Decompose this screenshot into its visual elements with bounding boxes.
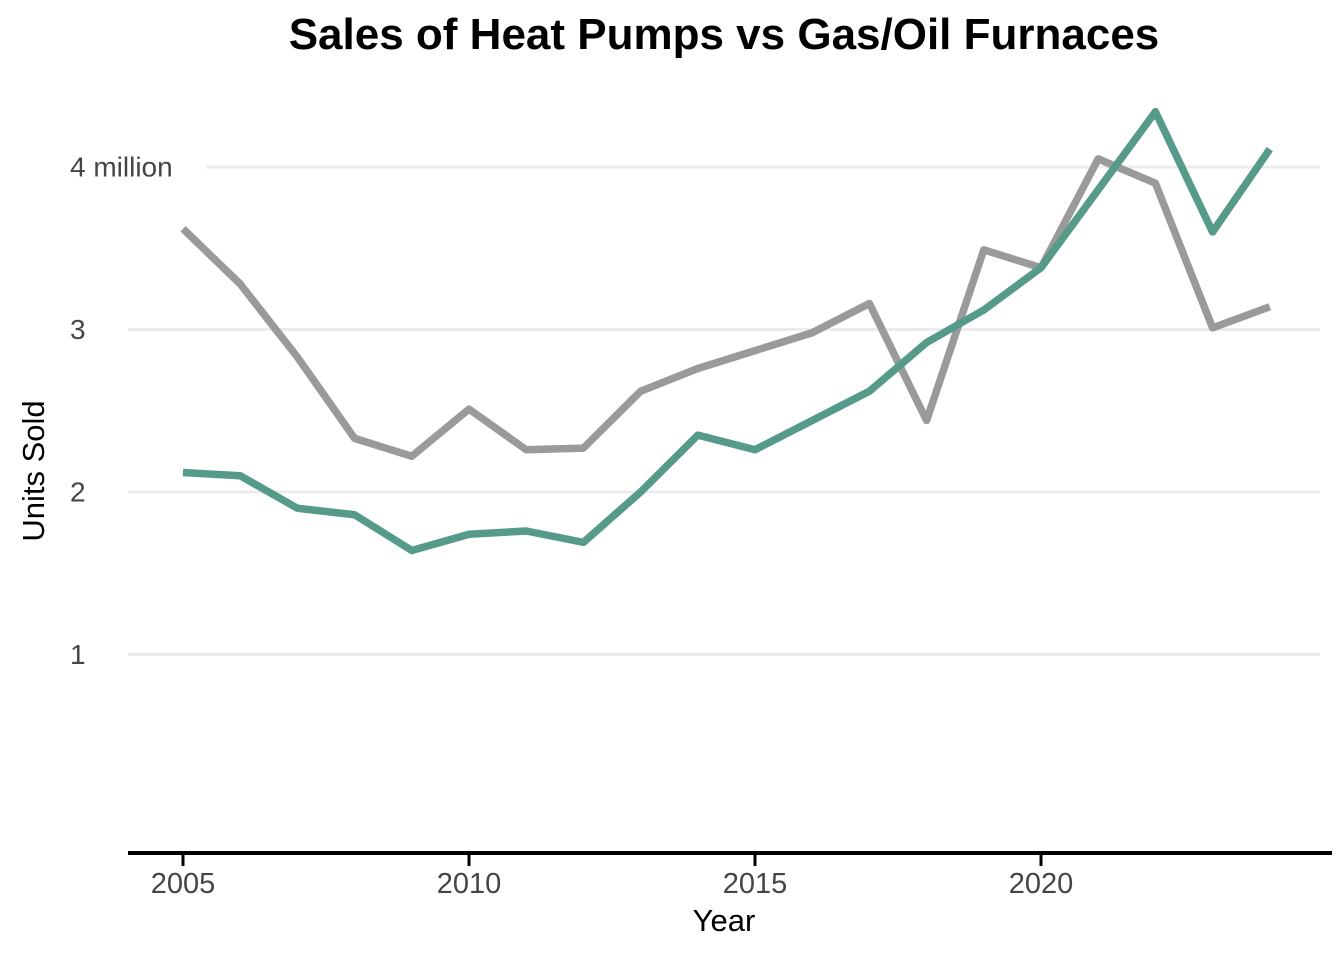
- y-tick-label-bg: [64, 311, 91, 348]
- y-axis-title: Units Sold: [16, 400, 51, 542]
- y-tick-label-3: 3: [70, 314, 86, 345]
- x-tick-label-2020: 2020: [1009, 868, 1074, 900]
- y-tick-label-1: 1: [70, 639, 86, 670]
- y-tick-label-bg: [64, 474, 91, 510]
- x-tick-label-2005: 2005: [151, 868, 216, 900]
- chart-title: Sales of Heat Pumps vs Gas/Oil Furnaces: [288, 10, 1160, 59]
- x-axis-title: Year: [692, 903, 756, 938]
- y-tick-label-bg: [64, 636, 91, 673]
- y-tick-label-4: 4 million: [70, 152, 173, 183]
- x-tick-label-2010: 2010: [437, 868, 502, 900]
- x-tick-label-2015: 2015: [723, 868, 788, 900]
- series-line-gas-oil-furnaces: [180, 155, 1272, 460]
- y-tick-label-bg: [64, 149, 207, 185]
- series-line-heat-pumps: [182, 108, 1273, 555]
- y-tick-label-2: 2: [70, 477, 86, 508]
